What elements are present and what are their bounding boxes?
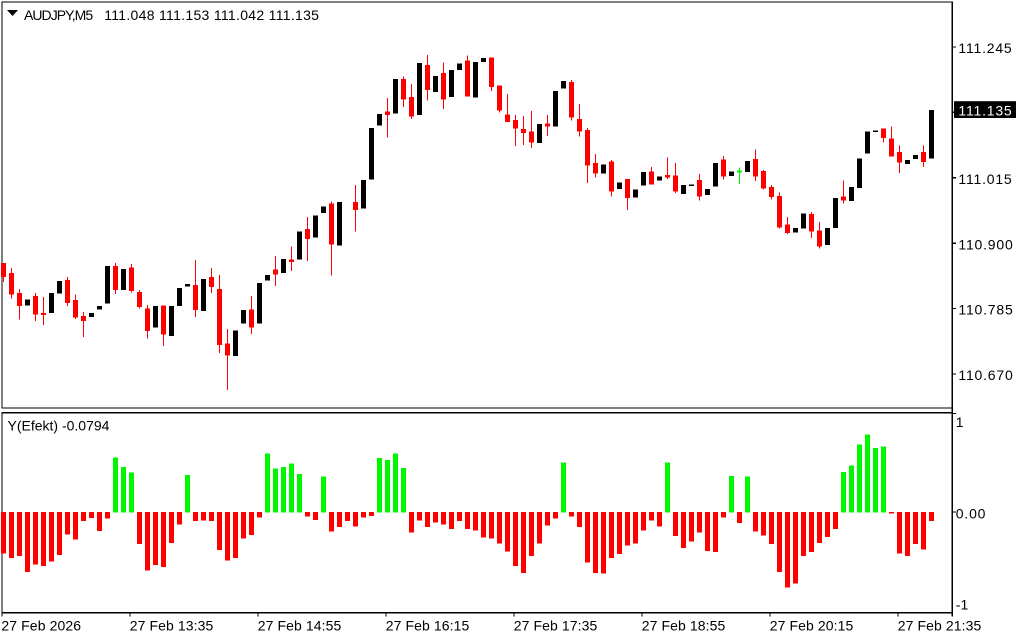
svg-text:27 Feb 14:55: 27 Feb 14:55	[258, 617, 342, 633]
svg-text:AUDJPY,M5: AUDJPY,M5	[24, 7, 93, 23]
svg-text:111.015: 111.015	[958, 171, 1012, 187]
svg-text:110.900: 110.900	[958, 236, 1013, 252]
svg-text:1: 1	[956, 414, 964, 430]
svg-text:27 Feb 13:35: 27 Feb 13:35	[130, 617, 214, 633]
svg-text:27 Feb 21:35: 27 Feb 21:35	[898, 617, 982, 633]
svg-text:Y(Efekt) -0.0794: Y(Efekt) -0.0794	[8, 417, 110, 433]
svg-text:27 Feb 17:35: 27 Feb 17:35	[514, 617, 598, 633]
svg-text:-1: -1	[956, 596, 969, 612]
svg-text:111.048 111.153 111.042 111.13: 111.048 111.153 111.042 111.135	[104, 7, 319, 23]
svg-text:27 Feb 18:55: 27 Feb 18:55	[642, 617, 726, 633]
svg-text:111.135: 111.135	[958, 103, 1012, 119]
svg-text:27 Feb 16:15: 27 Feb 16:15	[386, 617, 470, 633]
svg-text:27 Feb 2026: 27 Feb 2026	[1, 617, 81, 633]
svg-text:110.785: 110.785	[958, 302, 1013, 318]
svg-text:0.00: 0.00	[956, 505, 986, 521]
svg-text:111.245: 111.245	[958, 40, 1012, 56]
svg-text:27 Feb 20:15: 27 Feb 20:15	[770, 617, 854, 633]
svg-text:110.670: 110.670	[958, 367, 1013, 383]
